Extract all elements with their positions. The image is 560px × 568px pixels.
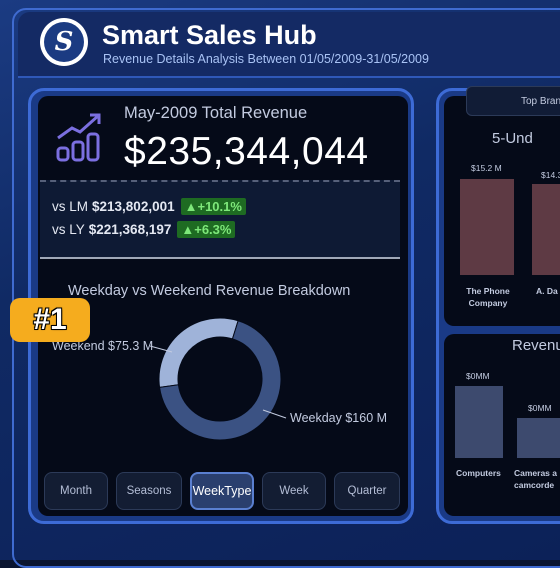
bar-value-label: $14.3: [541, 170, 560, 180]
bar-value-label: $0MM: [528, 403, 552, 413]
bar-computers[interactable]: [455, 386, 503, 458]
kpi-value: $235,344,044: [124, 130, 369, 173]
kpi-label: May-2009 Total Revenue: [124, 104, 308, 122]
bar-category-label: Cameras a camcorde: [514, 468, 558, 490]
comparison-row-lm: vs LM $213,802,001 ▲+10.1%: [52, 196, 246, 216]
comparison-value: $213,802,001: [92, 198, 175, 214]
up-arrow-icon: ▲: [184, 198, 198, 214]
bar-category-label: Computers: [456, 468, 501, 478]
donut-slice-weekend[interactable]: [158, 317, 239, 388]
comparison-value: $221,368,197: [88, 221, 172, 237]
comparison-box: [40, 180, 400, 258]
bar-chart-trend-icon: [56, 113, 101, 162]
change-badge: ▲+6.3%: [177, 220, 236, 238]
donut-slice-weekday[interactable]: [159, 320, 282, 441]
change-badge: ▲+10.1%: [180, 197, 246, 215]
breakdown-tabbar: Month Seasons WeekType Week Quarter: [44, 472, 400, 512]
comparison-row-ly: vs LY $221,368,197 ▲+6.3%: [52, 219, 236, 239]
top-brands-title: 5-Und: [492, 130, 533, 147]
annotation-badge: #1: [10, 298, 90, 342]
header-bar: [18, 12, 560, 78]
bar-a-datum[interactable]: [532, 184, 560, 275]
up-arrow-icon: ▲: [181, 221, 195, 237]
tab-seasons[interactable]: Seasons: [116, 472, 182, 510]
weekend-leader-line: [149, 345, 173, 353]
weekend-label: Weekend $75.3 M: [52, 339, 154, 353]
app-subtitle: Revenue Details Analysis Between 01/05/2…: [103, 52, 429, 66]
logo: S: [40, 18, 88, 66]
bar-category-label: A. Da: [536, 286, 558, 296]
app-title: Smart Sales Hub: [102, 20, 317, 50]
top-brands-button[interactable]: Top Brands: [466, 86, 560, 116]
bar-value-label: $15.2 M: [471, 163, 502, 173]
weekday-leader-line: [262, 409, 287, 419]
tab-week[interactable]: Week: [262, 472, 326, 510]
section-divider: [40, 257, 400, 259]
tab-month[interactable]: Month: [44, 472, 108, 510]
bar-value-label: $0MM: [466, 371, 490, 381]
comparison-label: vs LM: [52, 198, 89, 214]
tab-quarter[interactable]: Quarter: [334, 472, 400, 510]
logo-s-icon: S: [44, 22, 84, 62]
donut-title: Weekday vs Weekend Revenue Breakdown: [68, 283, 351, 299]
bar-the-phone-company[interactable]: [460, 179, 514, 275]
revenue-card: [38, 96, 408, 516]
revenue-category-title: Revenu: [512, 337, 560, 354]
bar-cameras[interactable]: [517, 418, 560, 458]
comparison-label: vs LY: [52, 221, 85, 237]
tab-weektype[interactable]: WeekType: [190, 472, 254, 510]
bar-category-label: The Phone Company: [466, 286, 510, 308]
weekday-label: Weekday $160 M: [290, 411, 388, 425]
